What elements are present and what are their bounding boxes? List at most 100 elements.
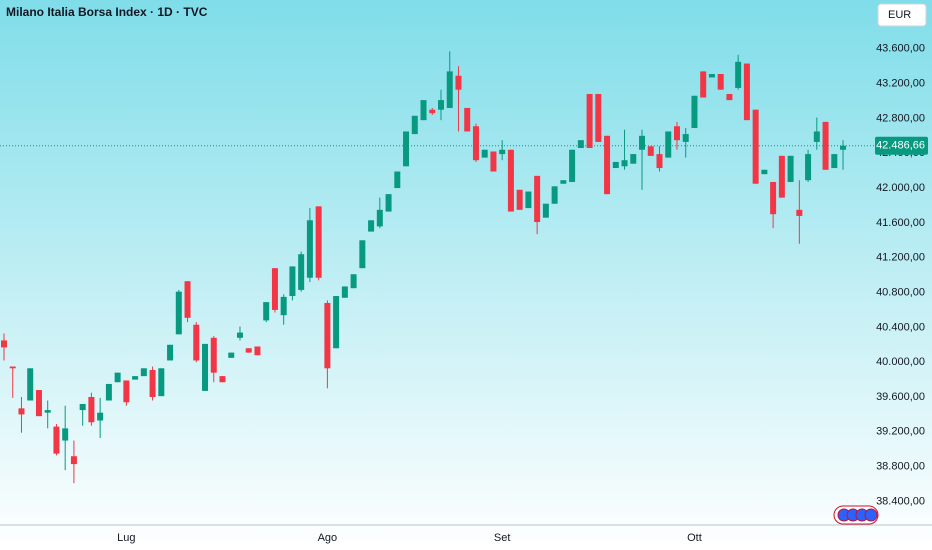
candle-body [455,75,462,90]
candle-body [298,254,305,290]
candle-body [490,151,497,172]
candle-body [280,296,287,316]
candle-body [665,131,672,158]
candle-body [604,135,611,195]
candle-body [193,324,200,361]
candle-body [341,286,348,298]
candle-body [140,368,147,377]
x-tick-label: Lug [117,532,135,544]
candle-body [254,346,261,356]
candle-body [831,154,838,169]
candle-body [743,63,750,121]
y-tick-label: 41.200,00 [876,252,925,264]
candle-body [577,140,584,149]
candle-body [735,61,742,88]
candle-body [245,348,252,353]
candle-body [700,71,707,98]
candle-body [403,131,410,167]
y-tick-label: 39.200,00 [876,426,925,438]
candle-body [219,376,226,383]
candle-body [385,194,392,212]
currency-button[interactable]: EUR [877,3,927,27]
candle-body [438,100,444,110]
candle-body [621,160,628,167]
candle-body [770,181,777,215]
y-tick-label: 38.800,00 [876,461,925,473]
candle-body [9,366,16,369]
candle-body [796,209,803,216]
candle-body [149,370,156,398]
candle-body [53,426,60,454]
logo [833,505,879,525]
candle-body [18,408,25,415]
candle-body [394,171,401,189]
candle-body [132,376,139,380]
candle-body [586,94,593,149]
candle-body [315,206,322,278]
candle-body [595,94,602,142]
candle-body [708,74,715,78]
x-tick-label: Ago [318,532,338,544]
candle-body [167,344,174,361]
y-tick-label: 39.600,00 [876,391,925,403]
candle-body [350,274,357,289]
x-tick-label: Set [494,532,511,544]
candle-body [499,149,506,155]
candle-body [761,169,768,175]
candle-body [542,203,549,218]
candle-body [27,368,34,401]
candle-body [429,109,436,114]
candle-body [228,352,235,358]
chart-title: Milano Italia Borsa Index · 1D · TVC [6,5,208,19]
candle-body [787,155,794,182]
y-tick-label: 40.400,00 [876,321,925,333]
candle-body [612,161,619,169]
candle-body [411,115,418,135]
candle-body [717,74,724,90]
candle-body [534,175,541,223]
candle-body [376,209,383,227]
candle-body [88,397,95,423]
candle-body [97,412,104,421]
candle-body [647,146,654,156]
candle-body [805,154,812,181]
candle-body [656,154,663,169]
y-tick-label: 40.000,00 [876,356,925,368]
currency-button-box[interactable] [877,3,927,27]
candle-body [726,94,733,101]
candle-body [560,180,567,184]
candle-body [673,126,680,141]
candle-body [778,155,785,198]
candle-body [79,403,86,411]
y-tick-label: 40.800,00 [876,286,925,298]
candle-body [202,343,209,391]
y-tick-label: 43.600,00 [876,43,925,55]
candle-body [551,186,558,204]
candle-body [368,220,375,232]
candle-body [569,149,576,182]
candle-body [464,107,471,132]
candle-body [813,131,820,142]
candle-body [630,154,637,164]
candle-body [639,135,646,150]
candle-body [236,332,243,338]
candle-body [184,281,191,318]
candle-body [752,109,759,184]
candle-body [123,380,130,403]
candle-body [333,296,340,349]
candle-body [481,149,488,158]
y-tick-label: 42.800,00 [876,112,925,124]
candle-body [472,126,479,161]
candle-body [175,291,182,335]
candle-body [263,302,270,321]
last-price-box [875,136,928,155]
candle-body [359,240,366,269]
candle-body [507,149,514,212]
candle-body [289,266,296,297]
candle-body [70,456,77,465]
currency-label[interactable]: EUR [888,9,911,21]
candle-body [158,368,165,397]
candle-body [420,100,427,121]
